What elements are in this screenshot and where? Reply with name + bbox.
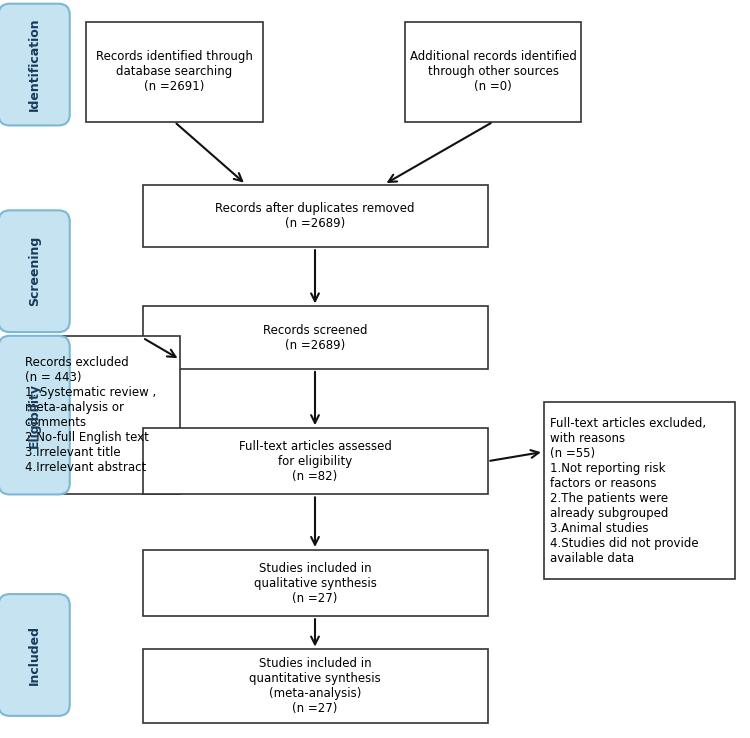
Text: Full-text articles assessed
for eligibility
(n =82): Full-text articles assessed for eligibil…: [238, 440, 392, 483]
FancyBboxPatch shape: [544, 402, 735, 579]
FancyBboxPatch shape: [0, 594, 70, 716]
Text: Eligibility: Eligibility: [28, 382, 40, 448]
FancyBboxPatch shape: [0, 336, 70, 494]
Text: Records screened
(n =2689): Records screened (n =2689): [262, 324, 368, 351]
FancyBboxPatch shape: [19, 336, 180, 494]
Text: Records excluded
(n = 443)
1. Systematic review ,
meta-analysis or
comments
2.No: Records excluded (n = 443) 1. Systematic…: [25, 356, 156, 474]
Text: Studies included in
qualitative synthesis
(n =27): Studies included in qualitative synthesi…: [254, 562, 376, 604]
FancyBboxPatch shape: [142, 649, 488, 723]
Text: Studies included in
quantitative synthesis
(meta-analysis)
(n =27): Studies included in quantitative synthes…: [249, 658, 381, 715]
FancyBboxPatch shape: [142, 184, 488, 247]
Text: Additional records identified
through other sources
(n =0): Additional records identified through ot…: [410, 50, 577, 94]
Text: Records identified through
database searching
(n =2691): Records identified through database sear…: [96, 50, 253, 94]
Text: Records after duplicates removed
(n =2689): Records after duplicates removed (n =268…: [215, 202, 415, 230]
Text: Full-text articles excluded,
with reasons
(n =55)
1.Not reporting risk
factors o: Full-text articles excluded, with reason…: [550, 417, 706, 565]
FancyBboxPatch shape: [142, 428, 488, 494]
FancyBboxPatch shape: [142, 306, 488, 369]
Text: Screening: Screening: [28, 236, 40, 306]
Text: Included: Included: [28, 625, 40, 685]
FancyBboxPatch shape: [0, 4, 70, 125]
FancyBboxPatch shape: [86, 22, 262, 122]
FancyBboxPatch shape: [142, 550, 488, 616]
FancyBboxPatch shape: [0, 210, 70, 332]
FancyBboxPatch shape: [405, 22, 581, 122]
Text: Identification: Identification: [28, 18, 40, 111]
